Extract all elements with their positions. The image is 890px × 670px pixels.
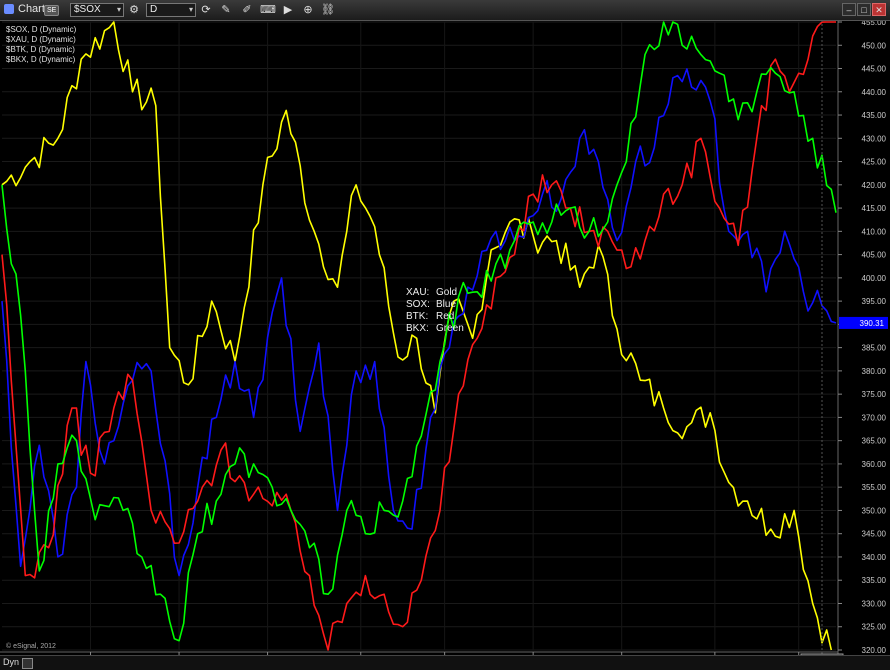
y-tick-label: 395.00: [862, 297, 887, 306]
last-price-label: 390.31: [860, 319, 885, 328]
key-symbol: SOX:: [406, 299, 430, 310]
key-symbol: BKX:: [406, 323, 429, 334]
key-symbol: XAU:: [406, 287, 429, 298]
copyright-text: © eSignal, 2012: [6, 643, 56, 650]
keyboard-icon[interactable]: ⌨: [260, 4, 276, 16]
y-tick-label: 335.00: [862, 576, 887, 585]
settings-box-icon[interactable]: [22, 658, 33, 669]
price-axis: 455.00 450.00 445.00 440.00 435.00 430.00 425.…: [837, 18, 887, 655]
series-line-xau: [1, 21, 833, 651]
interval-value: D: [150, 4, 158, 15]
y-tick-label: 410.00: [862, 227, 887, 236]
chart-grid: [2, 21, 836, 651]
y-tick-label: 365.00: [862, 437, 887, 446]
y-tick-label: 370.00: [862, 413, 887, 422]
y-tick-label: 445.00: [862, 65, 887, 74]
legend-btk: $BTK, D (Dynamic): [6, 45, 75, 54]
y-tick-label: 405.00: [862, 251, 887, 260]
key-color: Red: [436, 311, 454, 322]
y-tick-label: 400.00: [862, 274, 887, 283]
key-color: Gold: [436, 287, 457, 298]
edit-icon[interactable]: ✐: [242, 4, 252, 16]
interval-select[interactable]: D ▾: [146, 3, 196, 17]
last-price-box: [839, 316, 888, 329]
y-tick-label: 380.00: [862, 367, 887, 376]
y-tick-label: 340.00: [862, 553, 887, 562]
y-tick-label: 435.00: [862, 111, 887, 120]
refresh-icon[interactable]: ⟳: [201, 4, 211, 16]
close-button[interactable]: ✕: [872, 3, 886, 16]
bottom-bar: Dyn: [0, 655, 890, 670]
legend-xau: $XAU, D (Dynamic): [6, 35, 76, 44]
chart-series: XAU: Gold SOX: Blue BTK: Red BKX: Green: [1, 21, 837, 651]
y-tick-label: 320.00: [862, 646, 887, 655]
y-tick-label: 415.00: [862, 204, 887, 213]
window-title: Chart: [18, 3, 45, 15]
gear-icon[interactable]: ⚙: [129, 4, 139, 16]
y-tick-label: 345.00: [862, 530, 887, 539]
y-tick-label: 420.00: [862, 181, 887, 190]
chevron-down-icon: ▾: [116, 5, 121, 14]
symbol-select[interactable]: $SOX ▾: [70, 3, 124, 17]
symbol-value: $SOX: [74, 4, 101, 15]
series-line-sox: [1, 68, 837, 577]
y-tick-label: 325.00: [862, 623, 887, 632]
legend-sox: $SOX, D (Dynamic): [6, 25, 77, 34]
y-tick-label: 455.00: [862, 18, 887, 27]
y-tick-label: 385.00: [862, 344, 887, 353]
y-tick-label: 350.00: [862, 506, 887, 515]
y-tick-label: 375.00: [862, 390, 887, 399]
series-line-bkx: [1, 21, 837, 642]
y-tick-label: 425.00: [862, 158, 887, 167]
y-tick-label: 330.00: [862, 599, 887, 608]
maximize-button[interactable]: □: [857, 3, 871, 16]
dyn-label: Dyn: [3, 657, 20, 667]
key-symbol: BTK:: [406, 311, 428, 322]
legend-bkx: $BKX, D (Dynamic): [6, 55, 76, 64]
key-color: Green: [436, 323, 464, 334]
window-badge: SE: [44, 5, 60, 16]
y-tick-label: 440.00: [862, 88, 887, 97]
key-color: Blue: [436, 299, 456, 310]
y-tick-label: 430.00: [862, 134, 887, 143]
pencil-icon[interactable]: ✎: [221, 4, 231, 16]
y-tick-label: 450.00: [862, 41, 887, 50]
play-icon[interactable]: ▶: [283, 4, 293, 16]
chart-window-icon: [4, 4, 14, 14]
chart-toolbar: Chart SE $SOX ▾ ⚙ D ▾ ⟳ ✎ ✐ ⌨ ▶ ⊕ ⛓ – □ ✕: [0, 0, 890, 21]
zoom-icon[interactable]: ⊕: [303, 4, 313, 16]
y-tick-label: 360.00: [862, 460, 887, 469]
series-line-btk: [1, 21, 836, 651]
chevron-down-icon: ▾: [188, 5, 193, 14]
y-tick-label: 355.00: [862, 483, 887, 492]
minimize-button[interactable]: –: [842, 3, 856, 16]
link-icon[interactable]: ⛓: [321, 4, 335, 16]
